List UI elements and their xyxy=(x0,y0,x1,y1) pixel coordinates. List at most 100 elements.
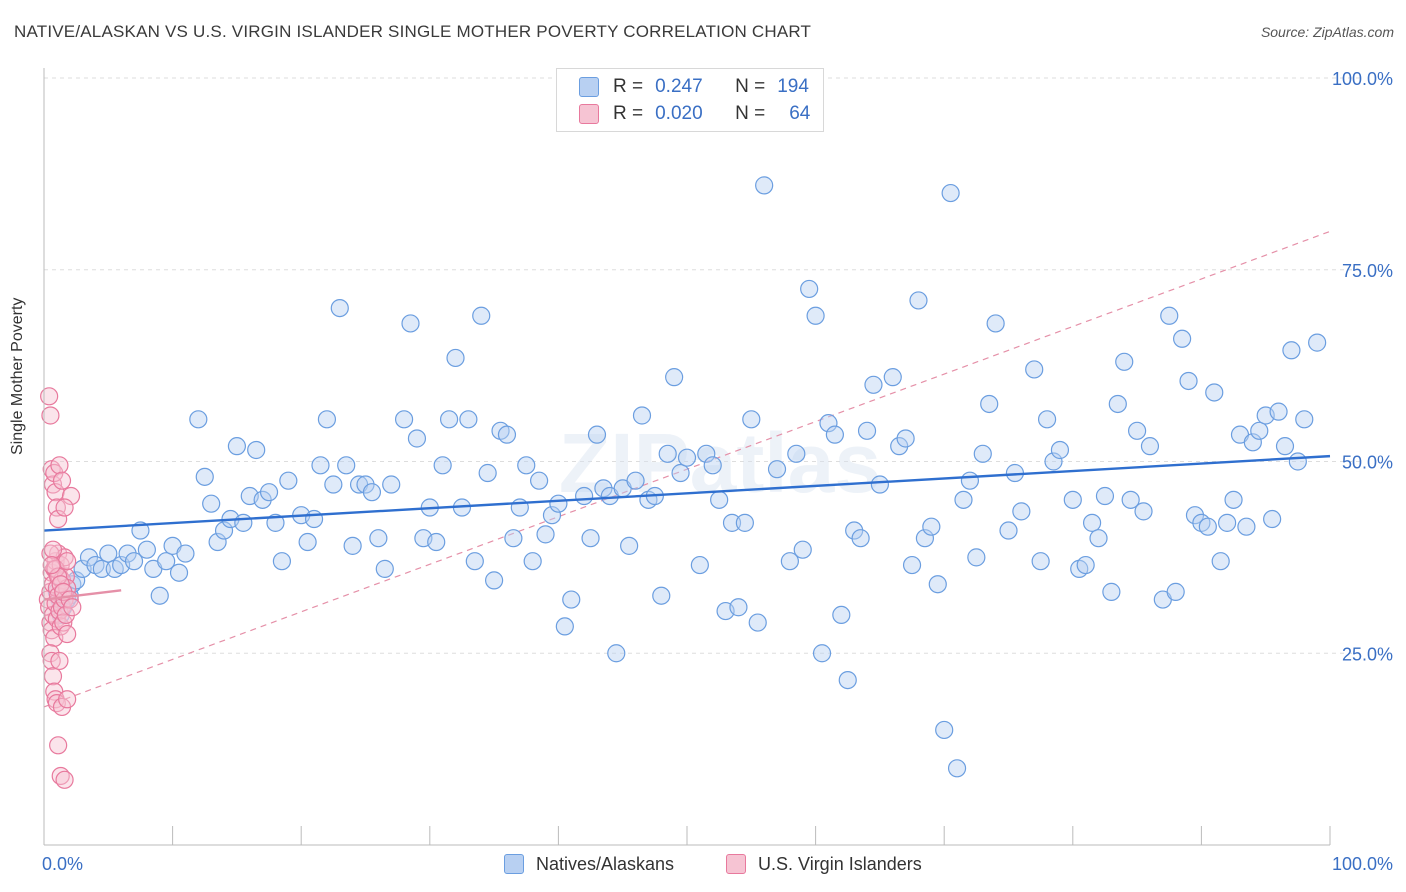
point-virgin-islanders xyxy=(63,598,82,617)
y-tick-label: 25.0% xyxy=(1342,644,1393,664)
point-natives xyxy=(581,529,600,548)
point-virgin-islanders xyxy=(43,540,63,559)
n-label: N = xyxy=(735,103,766,124)
point-natives xyxy=(928,575,947,594)
point-natives xyxy=(1282,341,1301,360)
point-natives xyxy=(517,456,536,475)
point-natives xyxy=(870,475,890,494)
point-natives xyxy=(941,183,960,203)
point-natives xyxy=(857,421,877,440)
point-natives xyxy=(439,410,459,429)
point-natives xyxy=(967,548,986,567)
point-natives xyxy=(272,552,292,571)
point-natives xyxy=(607,644,626,663)
point-virgin-islanders xyxy=(61,486,81,506)
legend-label: U.S. Virgin Islanders xyxy=(758,853,922,874)
point-natives xyxy=(298,532,317,552)
stats-legend-row-blue: R = 0.247 N = 194 xyxy=(579,75,809,99)
point-virgin-islanders xyxy=(41,406,60,425)
trend-layer xyxy=(43,230,1331,708)
point-virgin-islanders xyxy=(50,651,69,671)
pink-swatch-icon xyxy=(579,104,599,124)
point-natives xyxy=(150,586,169,605)
point-natives xyxy=(838,670,857,690)
point-natives xyxy=(401,314,420,333)
point-natives xyxy=(1127,421,1147,440)
point-natives xyxy=(324,475,343,494)
point-natives xyxy=(504,529,523,548)
trend-line-virgin-islanders-dashed xyxy=(43,230,1331,708)
point-natives xyxy=(555,617,574,636)
point-natives xyxy=(787,444,806,463)
point-natives xyxy=(1250,421,1269,440)
point-natives xyxy=(748,613,767,632)
point-natives xyxy=(266,513,285,532)
point-natives xyxy=(767,460,787,479)
point-natives xyxy=(1243,433,1262,452)
point-natives xyxy=(542,506,562,525)
point-natives xyxy=(1082,513,1102,532)
point-natives xyxy=(690,555,709,575)
point-natives xyxy=(485,571,504,590)
point-natives xyxy=(433,456,452,475)
point-natives xyxy=(735,513,754,532)
blue-swatch-icon xyxy=(504,854,524,874)
point-natives xyxy=(382,475,401,494)
point-natives xyxy=(1198,517,1217,536)
point-natives xyxy=(1205,383,1224,402)
y-tick-label: 50.0% xyxy=(1342,453,1393,473)
point-natives xyxy=(92,559,111,578)
point-natives xyxy=(915,529,935,548)
n-label: N = xyxy=(735,76,766,97)
r-label: R = xyxy=(613,76,644,97)
point-natives xyxy=(99,544,118,563)
point-natives xyxy=(247,440,266,460)
point-natives xyxy=(343,536,362,555)
point-natives xyxy=(459,410,478,429)
point-natives xyxy=(279,471,298,490)
r-label: R = xyxy=(613,103,644,124)
point-natives xyxy=(169,563,189,582)
point-natives xyxy=(883,368,902,387)
point-virgin-islanders xyxy=(47,498,66,517)
point-natives xyxy=(1166,582,1185,601)
point-natives xyxy=(137,540,156,559)
y-tick-label: 100.0% xyxy=(1332,69,1393,89)
point-virgin-islanders xyxy=(42,651,61,671)
trend-line-virgin-islanders xyxy=(43,589,122,601)
point-natives xyxy=(362,483,382,502)
point-natives xyxy=(1173,329,1192,348)
point-virgin-islanders xyxy=(43,667,63,686)
point-natives xyxy=(1179,371,1198,391)
point-natives xyxy=(1063,490,1082,509)
point-natives xyxy=(1288,452,1307,471)
point-natives xyxy=(1295,410,1314,429)
stats-legend-row-pink: R = 0.020 N = 64 xyxy=(579,102,810,126)
n-value: 194 xyxy=(777,76,809,97)
point-natives xyxy=(375,559,394,578)
point-natives xyxy=(973,444,992,463)
point-natives xyxy=(530,471,549,490)
point-natives xyxy=(1115,352,1134,371)
point-natives xyxy=(819,414,838,433)
x-tick-label: 100.0% xyxy=(1332,854,1393,874)
point-natives xyxy=(478,463,497,483)
point-natives xyxy=(1218,513,1237,532)
chart-title: NATIVE/ALASKAN VS U.S. VIRGIN ISLANDER S… xyxy=(14,22,812,41)
point-natives xyxy=(986,314,1005,333)
point-natives xyxy=(1076,555,1095,575)
y-axis-title: Single Mother Poverty xyxy=(9,297,26,455)
point-natives xyxy=(703,456,722,475)
point-natives xyxy=(1121,490,1140,509)
point-natives xyxy=(562,590,581,609)
point-natives xyxy=(330,299,349,318)
point-natives xyxy=(465,552,484,571)
point-natives xyxy=(1224,490,1243,509)
point-natives xyxy=(202,494,221,513)
point-natives xyxy=(1031,552,1050,571)
point-natives xyxy=(1263,509,1282,529)
points-layer xyxy=(38,176,1331,789)
point-natives xyxy=(1089,529,1108,548)
point-natives xyxy=(1025,360,1044,379)
